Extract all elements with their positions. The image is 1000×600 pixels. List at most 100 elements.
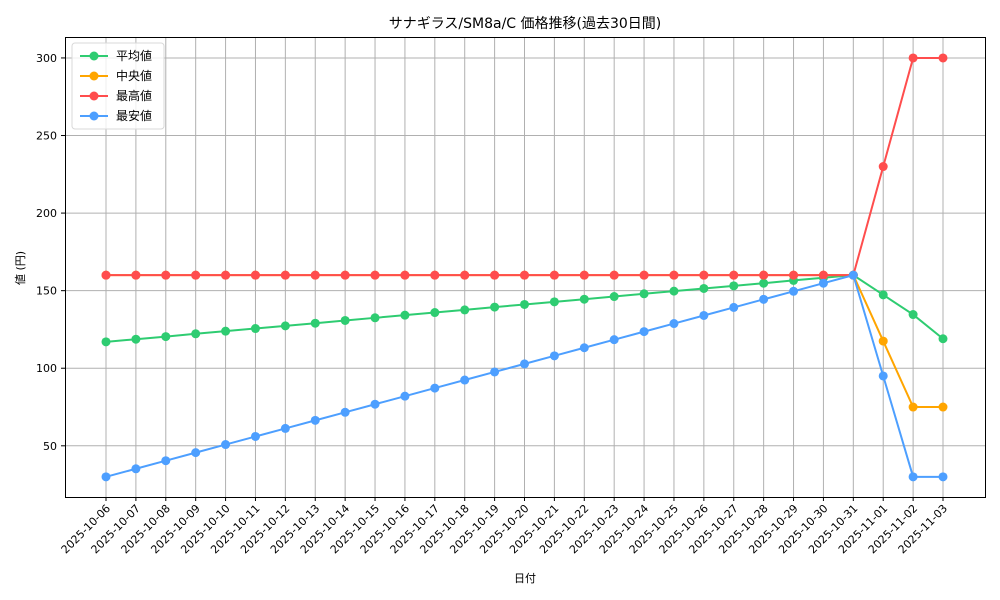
data-point [549, 351, 559, 361]
data-point [131, 464, 141, 474]
data-point [250, 270, 260, 280]
y-tick-label: 250 [36, 130, 57, 143]
x-axis-label: 日付 [514, 572, 536, 585]
legend-marker-icon [89, 51, 99, 61]
data-point [161, 270, 171, 280]
legend-marker-icon [89, 71, 99, 81]
data-point [191, 329, 201, 339]
chart-title: サナギラス/SM8a/C 価格推移(過去30日間) [389, 16, 662, 32]
data-point [789, 286, 799, 296]
data-point [669, 286, 679, 296]
data-point [370, 270, 380, 280]
data-point [549, 297, 559, 307]
data-point [818, 270, 828, 280]
data-point [878, 371, 888, 381]
data-point [938, 53, 948, 63]
data-point [938, 472, 948, 482]
y-axis-label: 値 (円) [14, 251, 27, 285]
series-min [101, 270, 948, 482]
data-point [460, 270, 470, 280]
data-point [789, 270, 799, 280]
data-point [280, 321, 290, 331]
data-point [250, 324, 260, 334]
data-point [818, 278, 828, 288]
data-point [221, 326, 231, 336]
data-point [370, 313, 380, 323]
y-tick-label: 150 [36, 285, 57, 298]
legend-label: 中央値 [116, 68, 152, 83]
data-point [639, 327, 649, 337]
data-point [340, 270, 350, 280]
data-point [908, 53, 918, 63]
legend-marker-icon [89, 111, 99, 121]
data-point [221, 270, 231, 280]
data-point [639, 270, 649, 280]
data-point [669, 319, 679, 329]
data-point [520, 359, 529, 369]
data-point [699, 270, 709, 280]
data-point [101, 472, 111, 482]
data-point [579, 343, 589, 353]
axes-frame [65, 37, 986, 498]
data-series [101, 53, 948, 482]
y-tick-label: 50 [43, 440, 57, 453]
y-tick-label: 300 [36, 52, 57, 65]
data-point [609, 270, 619, 280]
data-point [280, 270, 290, 280]
legend-label: 最高値 [116, 88, 152, 103]
data-point [878, 336, 888, 346]
data-point [848, 270, 858, 280]
data-point [759, 294, 769, 304]
data-point [669, 270, 679, 280]
data-point [400, 391, 410, 401]
data-point [579, 270, 589, 280]
series-mean [101, 270, 948, 347]
data-point [161, 332, 171, 342]
data-point [729, 302, 739, 312]
data-point [430, 383, 440, 393]
data-point [400, 310, 410, 320]
data-point [520, 270, 529, 280]
data-point [609, 292, 619, 302]
data-point [340, 407, 350, 417]
data-point [549, 270, 559, 280]
data-point [878, 290, 888, 300]
data-point [191, 270, 201, 280]
data-point [490, 302, 500, 312]
data-point [131, 270, 141, 280]
data-point [520, 299, 529, 309]
y-tick-label: 100 [36, 362, 57, 375]
data-point [729, 270, 739, 280]
data-point [908, 402, 918, 412]
data-point [609, 335, 619, 345]
data-point [221, 440, 231, 450]
data-point [490, 270, 500, 280]
data-point [430, 270, 440, 280]
legend-box [71, 42, 165, 130]
data-point [729, 281, 739, 291]
data-point [310, 270, 320, 280]
y-tick-label: 200 [36, 207, 57, 220]
data-point [131, 334, 141, 344]
data-point [161, 456, 171, 466]
data-point [908, 472, 918, 482]
data-point [460, 375, 470, 385]
data-point [250, 431, 260, 441]
data-point [759, 270, 769, 280]
data-point [191, 448, 201, 458]
data-point [938, 402, 948, 412]
data-point [490, 367, 500, 377]
data-point [310, 415, 320, 425]
grid-lines [65, 37, 985, 497]
data-point [340, 315, 350, 325]
data-point [400, 270, 410, 280]
data-point [699, 310, 709, 320]
y-axis-ticks: 50 100 150 200 250 300 [36, 52, 65, 453]
data-point [579, 294, 589, 304]
legend-item: 中央値 [80, 68, 152, 83]
data-point [639, 289, 649, 299]
legend-label: 平均値 [116, 48, 152, 63]
data-point [460, 305, 470, 315]
